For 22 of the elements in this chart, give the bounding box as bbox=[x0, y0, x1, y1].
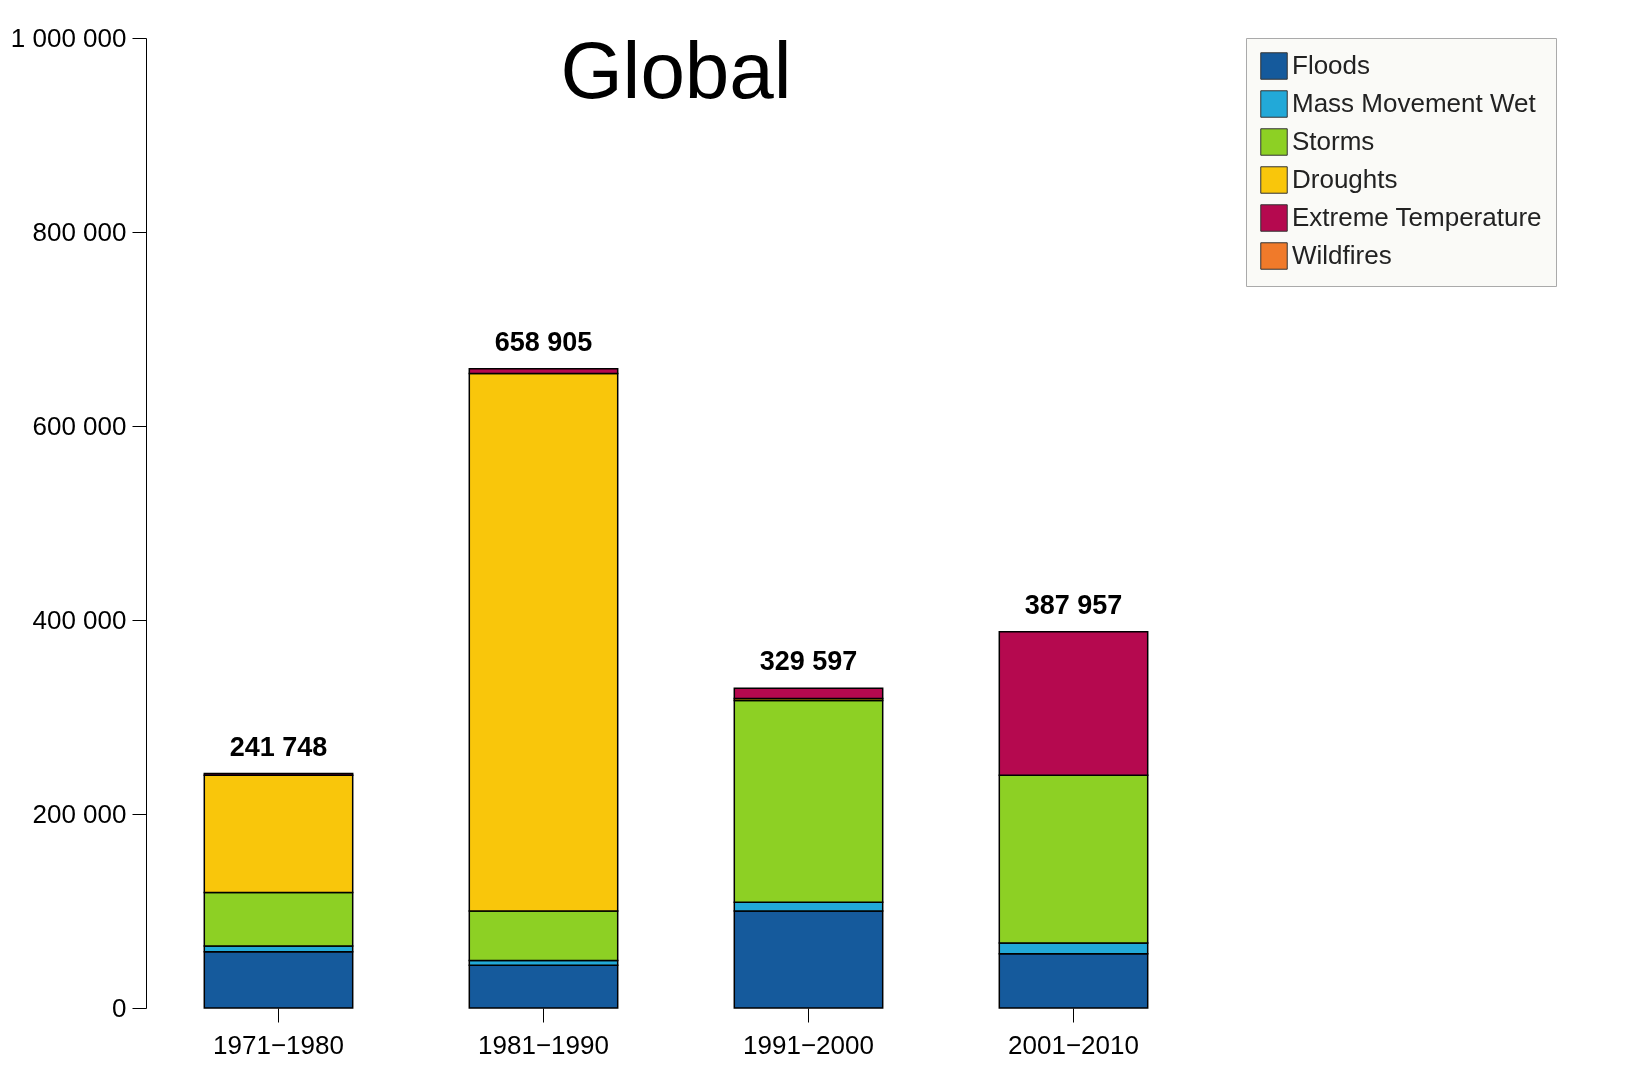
x-tick-label: 1981−1990 bbox=[478, 1029, 609, 1060]
y-tick-label: 1 000 000 bbox=[10, 22, 127, 53]
legend-label: Storms bbox=[1292, 126, 1375, 156]
total-label: 241 748 bbox=[229, 731, 328, 762]
x-tick-label: 1971−1980 bbox=[213, 1029, 344, 1060]
legend-label: Droughts bbox=[1292, 164, 1398, 194]
y-tick-label: 800 000 bbox=[32, 216, 127, 247]
y-tick-label: 0 bbox=[112, 992, 127, 1023]
total-label: 329 597 bbox=[759, 646, 858, 677]
x-tick-label: 1991−2000 bbox=[743, 1029, 874, 1060]
legend-label: Extreme Temperature bbox=[1292, 202, 1542, 232]
total-label: 658 905 bbox=[494, 326, 593, 357]
y-tick-label: 200 000 bbox=[32, 798, 127, 829]
legend-label: Mass Movement Wet bbox=[1292, 88, 1537, 118]
legend-label: Wildfires bbox=[1292, 240, 1392, 270]
y-tick-label: 600 000 bbox=[32, 410, 127, 441]
total-label: 387 957 bbox=[1024, 589, 1123, 620]
x-tick-label: 2001−2010 bbox=[1008, 1029, 1139, 1060]
bar bbox=[733, 687, 884, 700]
legend-label: Floods bbox=[1292, 50, 1371, 80]
y-tick-label: 400 000 bbox=[32, 604, 127, 635]
chart-title: Global bbox=[560, 26, 792, 115]
